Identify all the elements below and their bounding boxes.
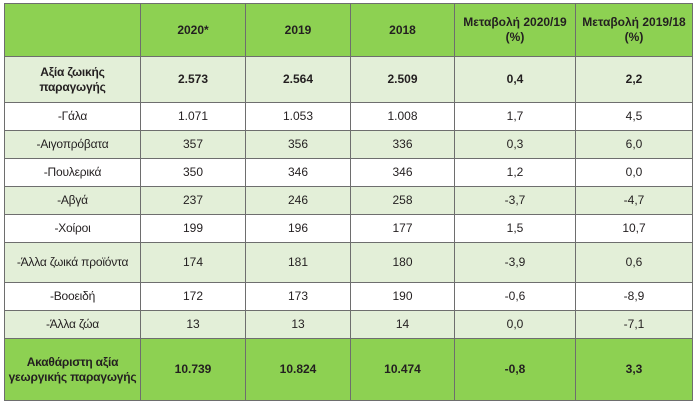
table-row: -Άλλα ζώα 13 13 14 0,0 -7,1 [4,310,693,339]
header-corner [4,3,141,57]
cell-2019: 2.564 [245,56,351,103]
header-change-2020-19: Μεταβολή 2020/19 (%) [454,3,576,57]
cell-2018: 1.008 [350,102,455,131]
cell-2020: 237 [140,186,246,215]
cell-2018: 2.509 [350,56,455,103]
table-row: -Πουλερικά 350 346 346 1,2 0,0 [4,158,693,187]
row-label: -Πουλερικά [4,158,141,187]
cell-change-2020-19: 0,3 [454,130,576,159]
cell-change-2020-19: 1,2 [454,158,576,187]
cell-change-2019-18: 3,3 [575,338,693,401]
cell-change-2019-18: 0,6 [575,242,693,283]
table-row: -Άλλα ζωικά προϊόντα 174 181 180 -3,9 0,… [4,242,693,283]
cell-change-2020-19: 1,7 [454,102,576,131]
row-label: -Βοοειδή [4,282,141,311]
cell-change-2019-18: -4,7 [575,186,693,215]
cell-2018: 14 [350,310,455,339]
cell-change-2020-19: -0,6 [454,282,576,311]
cell-2019: 196 [245,214,351,243]
cell-2019: 356 [245,130,351,159]
cell-2019: 13 [245,310,351,339]
table-row: -Αιγοπρόβατα 357 356 336 0,3 6,0 [4,130,693,159]
row-label: Αξία ζωικής παραγωγής [4,56,141,103]
table-row: -Χοίροι 199 196 177 1,5 10,7 [4,214,693,243]
table-row: -Βοοειδή 172 173 190 -0,6 -8,9 [4,282,693,311]
header-2020: 2020* [140,3,246,57]
cell-2020: 172 [140,282,246,311]
cell-2019: 173 [245,282,351,311]
cell-change-2019-18: 2,2 [575,56,693,103]
cell-change-2020-19: 1,5 [454,214,576,243]
row-label: -Άλλα ζώα [4,310,141,339]
cell-2020: 199 [140,214,246,243]
cell-change-2019-18: 0,0 [575,158,693,187]
row-label: -Αιγοπρόβατα [4,130,141,159]
cell-2018: 177 [350,214,455,243]
header-change-2019-18: Μεταβολή 2019/18 (%) [575,3,693,57]
cell-change-2020-19: 0,0 [454,310,576,339]
row-label: -Χοίροι [4,214,141,243]
cell-2018: 180 [350,242,455,283]
cell-change-2020-19: -3,7 [454,186,576,215]
row-label: Ακαθάριστη αξία γεωργικής παραγωγής [4,338,141,401]
header-2018: 2018 [350,3,455,57]
cell-2018: 258 [350,186,455,215]
cell-2018: 336 [350,130,455,159]
cell-2018: 346 [350,158,455,187]
cell-change-2020-19: 0,4 [454,56,576,103]
cell-change-2019-18: -8,9 [575,282,693,311]
table-row: -Αβγά 237 246 258 -3,7 -4,7 [4,186,693,215]
row-label: -Αβγά [4,186,141,215]
cell-2019: 246 [245,186,351,215]
cell-change-2019-18: 6,0 [575,130,693,159]
row-label: -Γάλα [4,102,141,131]
cell-2018: 10.474 [350,338,455,401]
cell-2019: 346 [245,158,351,187]
cell-2019: 181 [245,242,351,283]
cell-change-2019-18: -7,1 [575,310,693,339]
cell-change-2020-19: -0,8 [454,338,576,401]
cell-change-2019-18: 4,5 [575,102,693,131]
cell-2020: 2.573 [140,56,246,103]
cell-change-2020-19: -3,9 [454,242,576,283]
cell-2019: 1.053 [245,102,351,131]
cell-change-2019-18: 10,7 [575,214,693,243]
cell-2020: 350 [140,158,246,187]
cell-2020: 1.071 [140,102,246,131]
cell-2018: 190 [350,282,455,311]
total-row: Ακαθάριστη αξία γεωργικής παραγωγής 10.7… [4,338,693,401]
header-row: 2020* 2019 2018 Μεταβολή 2020/19 (%) Μετ… [4,3,693,57]
header-2019: 2019 [245,3,351,57]
cell-2020: 10.739 [140,338,246,401]
cell-2019: 10.824 [245,338,351,401]
cell-2020: 357 [140,130,246,159]
cell-2020: 13 [140,310,246,339]
row-label: -Άλλα ζωικά προϊόντα [4,242,141,283]
agricultural-production-table: 2020* 2019 2018 Μεταβολή 2020/19 (%) Μετ… [4,3,693,401]
cell-2020: 174 [140,242,246,283]
table-row: -Γάλα 1.071 1.053 1.008 1,7 4,5 [4,102,693,131]
table-row: Αξία ζωικής παραγωγής 2.573 2.564 2.509 … [4,56,693,103]
